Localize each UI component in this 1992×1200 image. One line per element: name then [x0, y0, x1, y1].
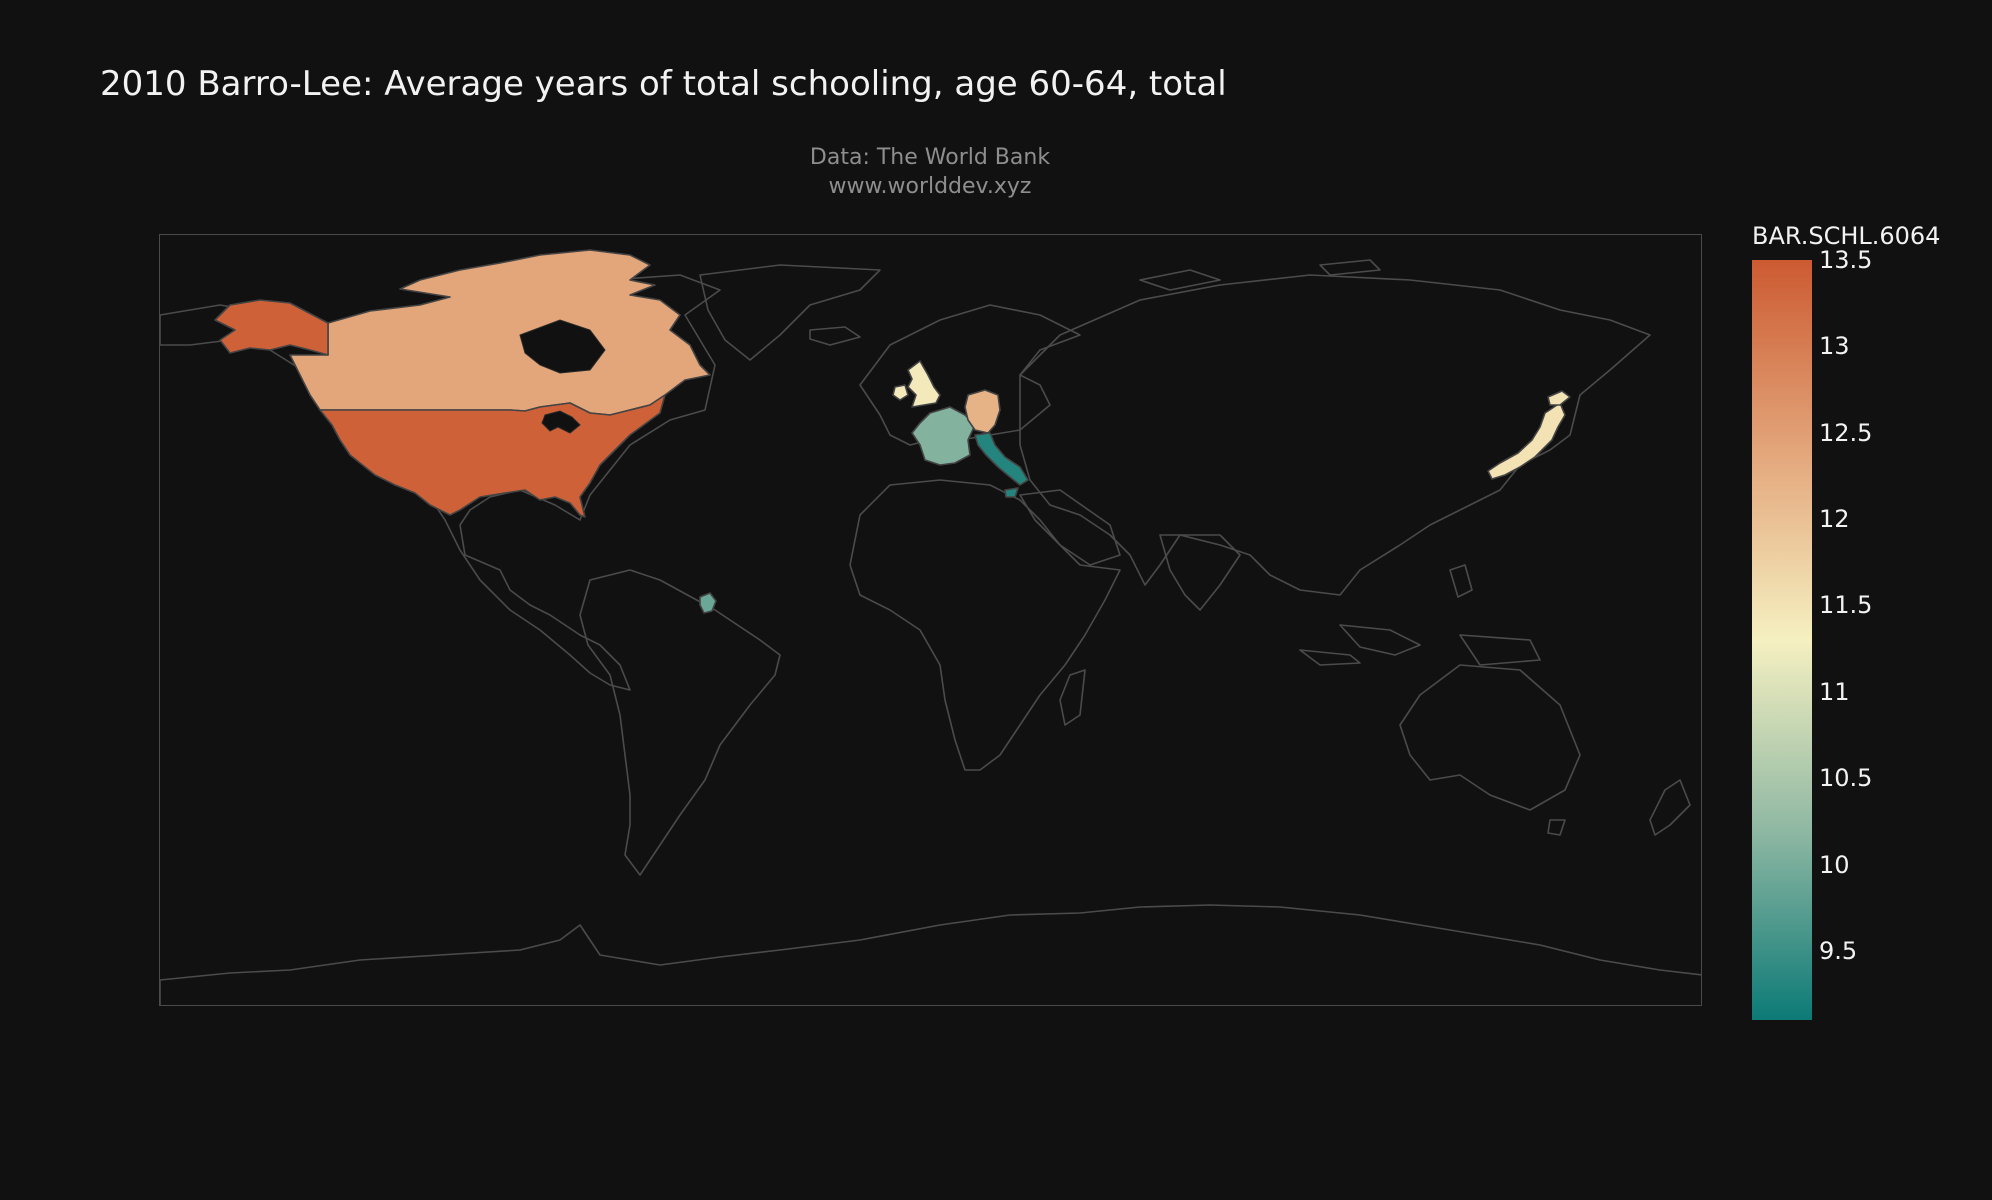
- chart-title: 2010 Barro-Lee: Average years of total s…: [100, 64, 1227, 104]
- country-japan-hokkaido[interactable]: [1547, 390, 1571, 406]
- country-france[interactable]: [911, 406, 976, 466]
- country-italy[interactable]: [974, 432, 1029, 486]
- country-alaska[interactable]: [214, 299, 329, 356]
- country-italy-sicily[interactable]: [1004, 487, 1019, 498]
- colorbar-tick-label: 13.5: [1819, 246, 1873, 274]
- great-lakes: [541, 410, 581, 434]
- colorbar-title: BAR.SCHL.6064: [1752, 222, 1941, 250]
- colorbar-tick-label: 11: [1819, 677, 1850, 706]
- colorbar-tick-label: 10.5: [1819, 764, 1873, 793]
- colorbar-tick-label: 10: [1819, 850, 1850, 879]
- country-guyana[interactable]: [699, 592, 717, 614]
- country-germany[interactable]: [964, 389, 1001, 434]
- country-united-kingdom[interactable]: [907, 360, 941, 408]
- colorbar-tick-label: 12: [1819, 505, 1850, 534]
- data-countries: [214, 249, 1571, 614]
- world-map-svg: [160, 249, 1701, 1005]
- colorbar-tick-label: 9.5: [1819, 936, 1858, 965]
- subtitle-website: www.worlddev.xyz: [828, 174, 1032, 199]
- choropleth-map[interactable]: [159, 234, 1702, 1006]
- country-canada[interactable]: [289, 249, 711, 416]
- colorbar-tick-label: 12.5: [1819, 418, 1873, 447]
- country-japan[interactable]: [1487, 402, 1566, 480]
- colorbar-tick-label: 13: [1819, 332, 1850, 361]
- subtitle-source: Data: The World Bank: [809, 145, 1051, 170]
- colorbar-tick-label: 11.5: [1819, 591, 1873, 620]
- colorbar-gradient: [1752, 260, 1812, 1020]
- country-ireland-uk-part[interactable]: [892, 384, 909, 401]
- chart-subtitle: Data: The World Bank www.worlddev.xyz: [0, 143, 1860, 201]
- hudson-bay: [519, 319, 606, 374]
